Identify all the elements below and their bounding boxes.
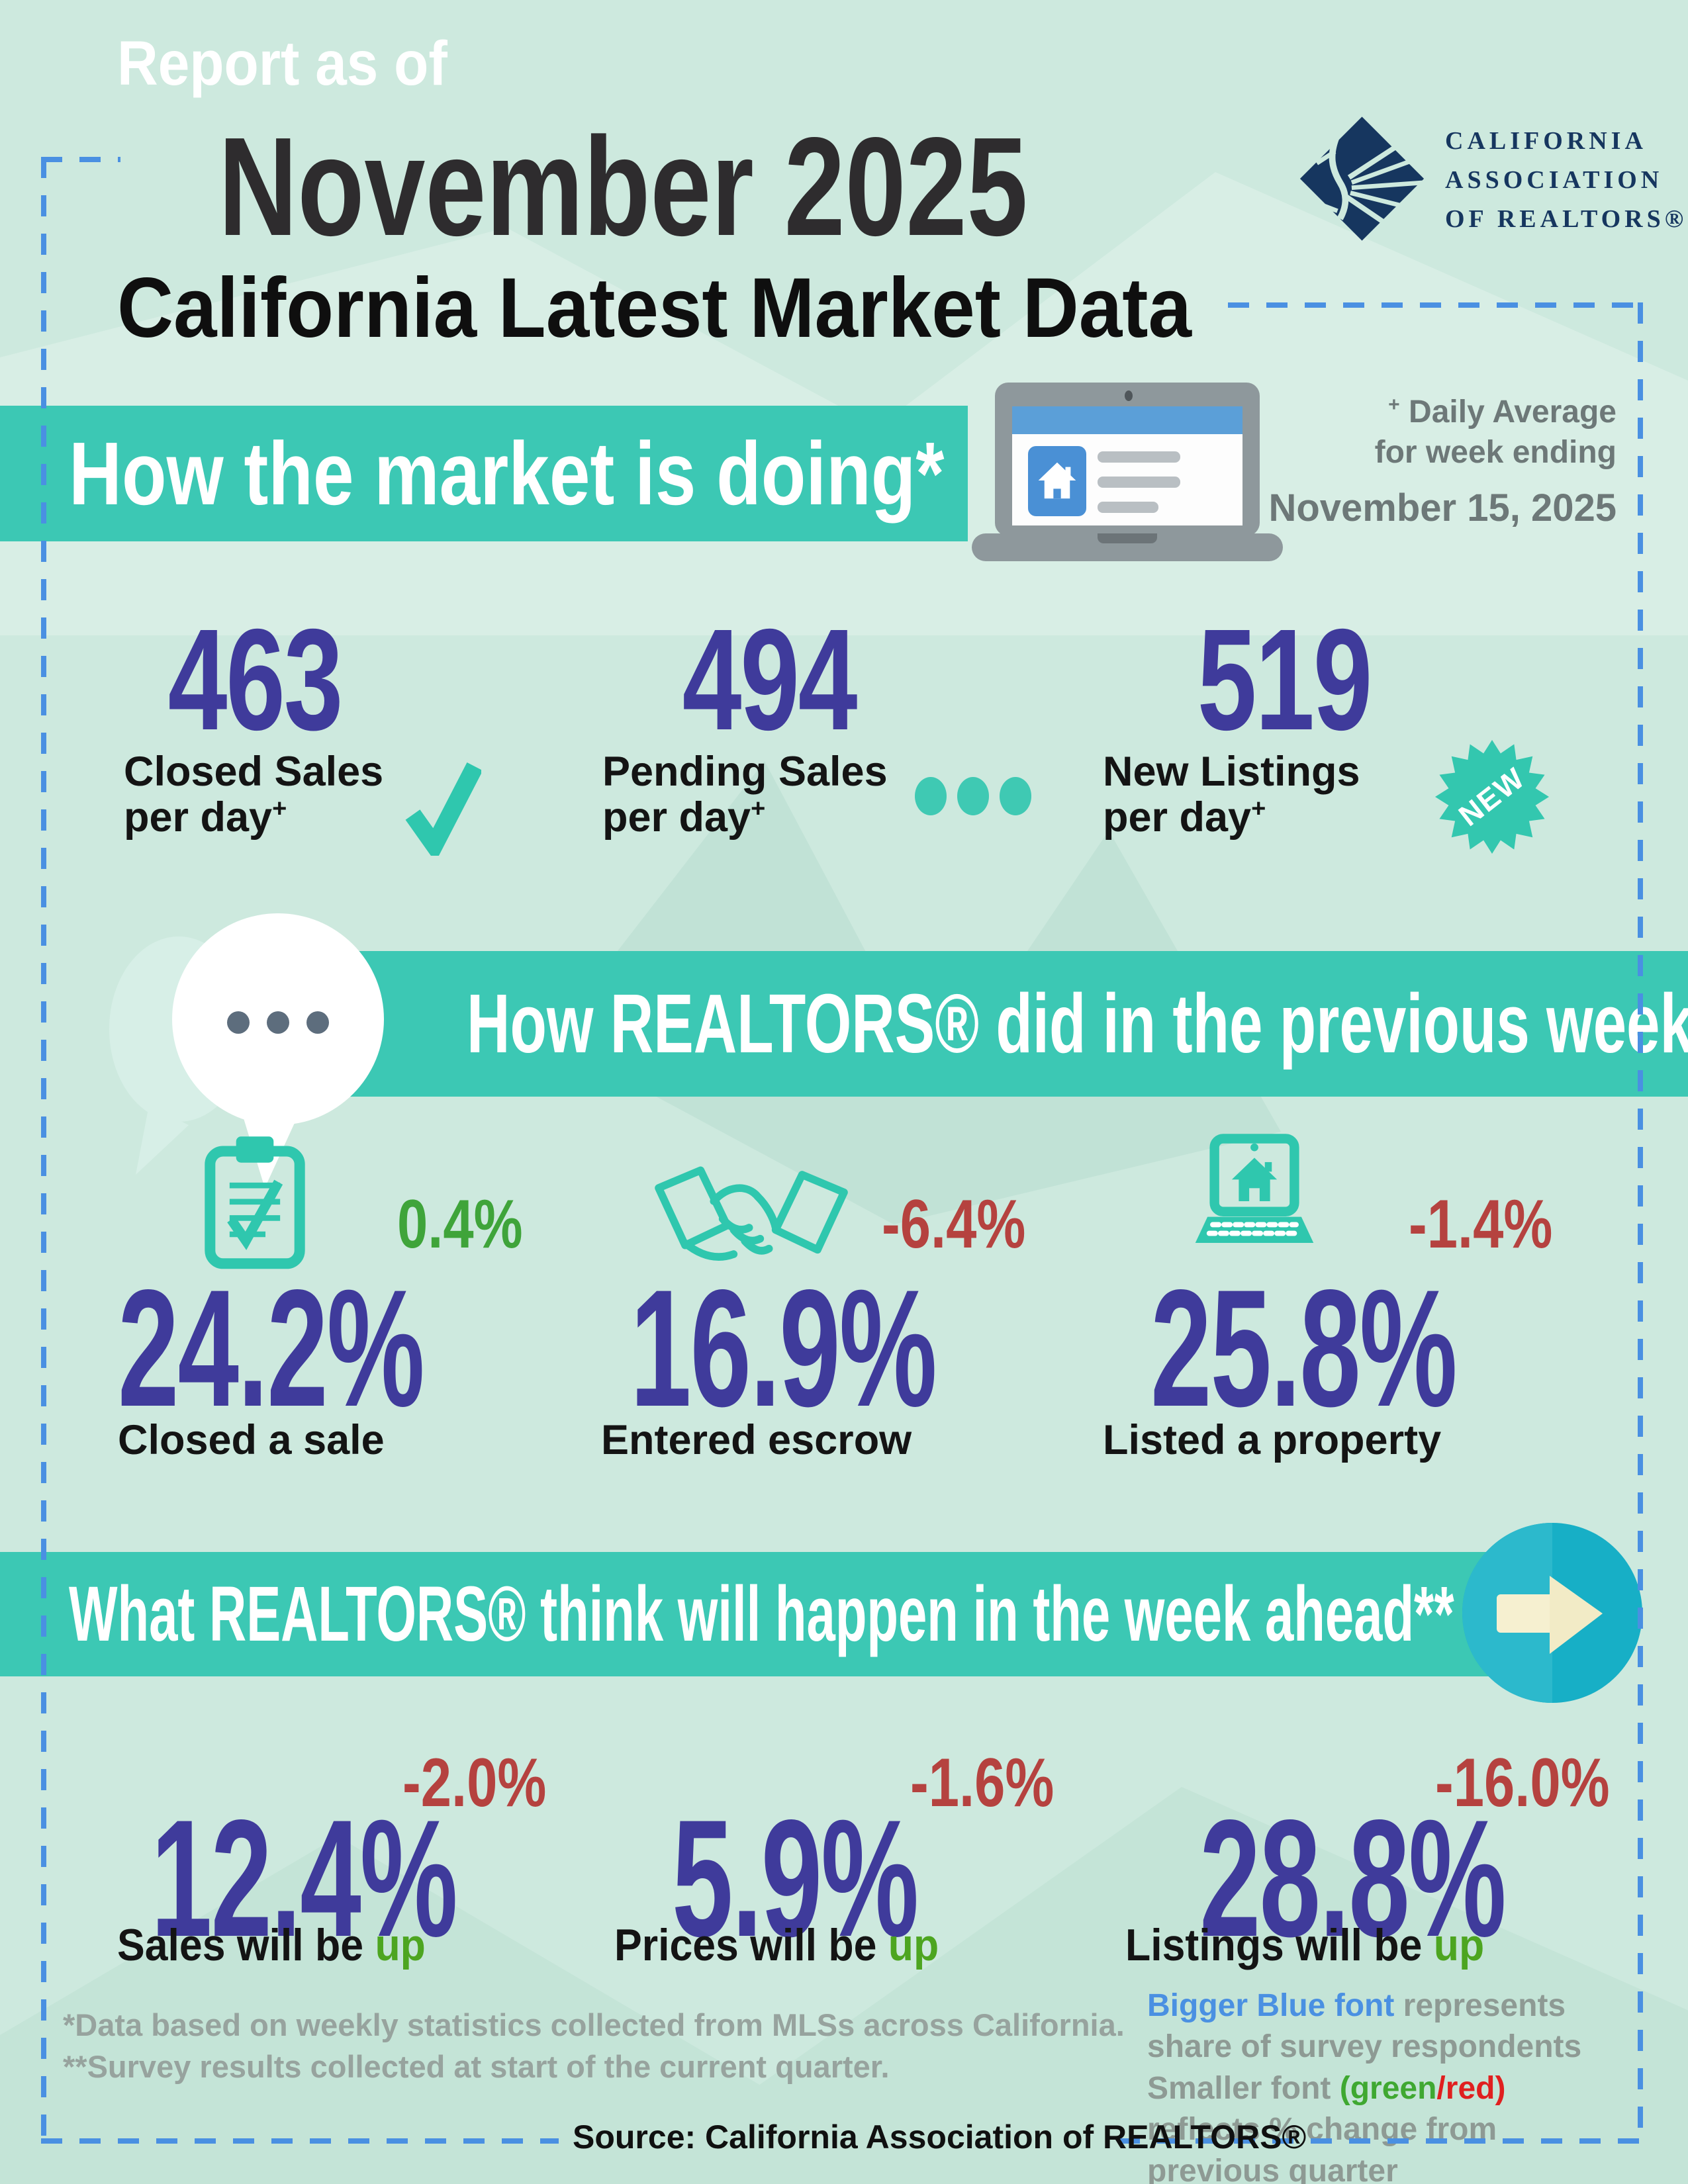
sales-up-change: -2.0%: [402, 1745, 547, 1821]
dashed-border-right: [1638, 302, 1643, 2141]
dashed-border-top-stub: [41, 157, 120, 162]
car-diamond-icon: [1297, 109, 1427, 251]
entered-escrow-label: Entered escrow: [601, 1417, 912, 1463]
check-icon: [405, 760, 483, 862]
pending-sales-per-day-value: 494: [682, 600, 858, 760]
banner-text: How REALTORS® did in the previous week**: [467, 977, 1688, 1070]
listings-up-change: -16.0%: [1435, 1745, 1610, 1821]
banner-week-ahead: What REALTORS® think will happen in the …: [0, 1552, 1516, 1676]
prices-up-value: 5.9%: [672, 1786, 919, 1972]
entered-escrow-value: 16.9%: [630, 1255, 937, 1441]
new-listings-per-day-value: 519: [1197, 600, 1373, 760]
banner-how-market-is-doing: How the market is doing*: [0, 406, 968, 541]
sales-up-label: Sales will be up: [117, 1920, 426, 1970]
dashed-border-top-right: [1228, 302, 1643, 308]
listed-property-value: 25.8%: [1150, 1255, 1458, 1441]
laptop-illustration-icon: [972, 383, 1283, 565]
daily-average-note: + Daily Average for week ending November…: [1193, 392, 1617, 533]
car-logo: CALIFORNIA ASSOCIATION OF REALTORS®: [1297, 109, 1687, 251]
dashed-border-bottom-left: [41, 2138, 559, 2144]
listed-property-label: Listed a property: [1103, 1417, 1442, 1463]
footnotes: *Data based on weekly statistics collect…: [63, 2007, 1125, 2085]
page-title: California Latest Market Data: [117, 261, 1192, 355]
house-icon: [1038, 462, 1076, 499]
listings-up-value: 28.8%: [1199, 1786, 1507, 1972]
sales-up-value: 12.4%: [151, 1786, 458, 1972]
dashed-border-bottom-right: [1119, 2138, 1643, 2144]
ellipsis-dots-icon: [914, 776, 1033, 820]
handshake-icon: [652, 1155, 851, 1291]
arrow-right-icon: [1462, 1523, 1642, 1703]
month-title: November 2025: [218, 108, 1028, 265]
source-credit: Source: California Association of REALTO…: [573, 2118, 1307, 2156]
prices-up-change: -1.6%: [910, 1745, 1055, 1821]
closed-sales-label: Closed Sales per day+: [124, 749, 384, 841]
listed-property-change: -1.4%: [1409, 1186, 1553, 1263]
new-badge-icon: NEW: [1435, 740, 1549, 857]
new-listings-label: New Listings per day+: [1103, 749, 1360, 841]
banner-text: How the market is doing*: [69, 424, 945, 523]
report-as-of-label: Report as of: [117, 28, 447, 99]
closed-sales-per-day-value: 463: [167, 600, 344, 760]
pending-sales-label: Pending Sales per day+: [602, 749, 888, 841]
clipboard-check-icon: [202, 1133, 308, 1275]
car-logo-text: CALIFORNIA ASSOCIATION OF REALTORS®: [1445, 127, 1688, 233]
listings-up-label: Listings will be up: [1125, 1920, 1485, 1970]
laptop-house-icon: [1185, 1133, 1324, 1259]
dashed-border-left: [41, 157, 46, 2141]
speech-bubbles-icon: [109, 913, 394, 1195]
closed-a-sale-change: 0.4%: [397, 1186, 523, 1263]
entered-escrow-change: -6.4%: [882, 1186, 1026, 1263]
closed-a-sale-value: 24.2%: [118, 1255, 425, 1441]
prices-up-label: Prices will be up: [614, 1920, 939, 1970]
banner-text: What REALTORS® think will happen in the …: [69, 1570, 1454, 1658]
note-sup: +: [1388, 394, 1400, 416]
closed-a-sale-label: Closed a sale: [118, 1417, 385, 1463]
week-ending-date: November 15, 2025: [1268, 486, 1617, 529]
banner-how-realtors-did: How REALTORS® did in the previous week**: [301, 951, 1688, 1097]
